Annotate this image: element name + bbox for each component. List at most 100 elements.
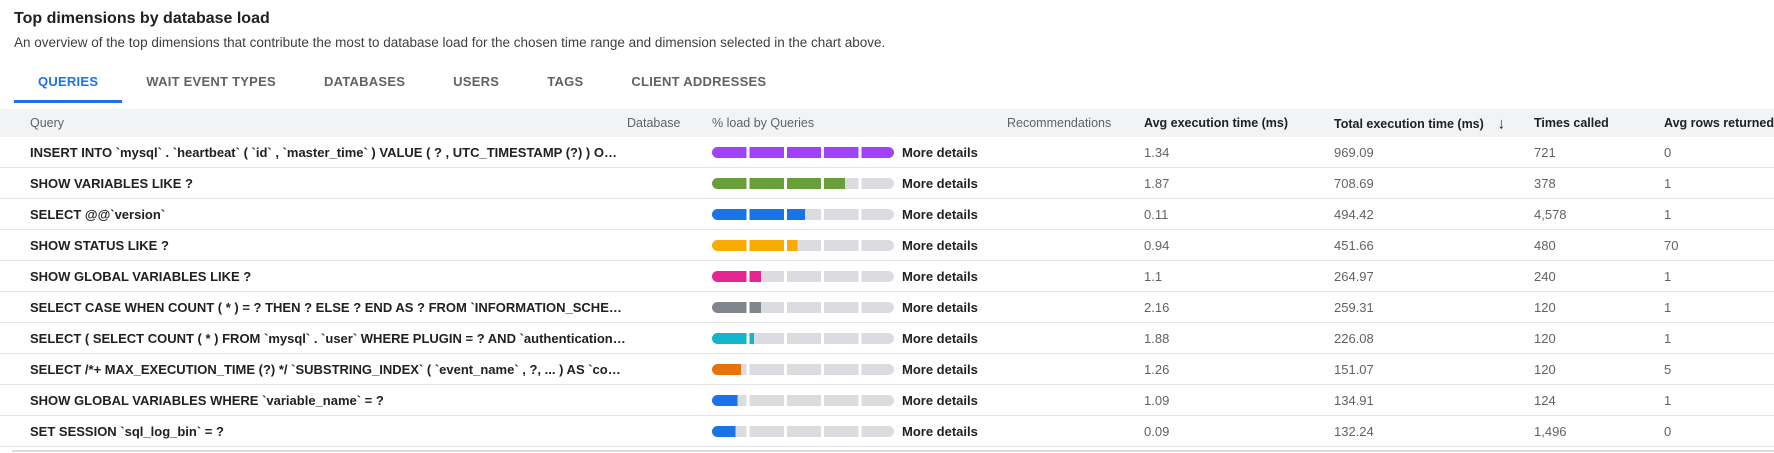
avg-rows-returned-cell: 1 bbox=[1664, 206, 1672, 222]
more-details-link[interactable]: More details bbox=[902, 423, 978, 439]
more-details-link[interactable]: More details bbox=[902, 144, 978, 160]
tab-databases[interactable]: DATABASES bbox=[323, 74, 406, 89]
avg-execution-time-cell: 2.16 bbox=[1144, 299, 1170, 315]
total-execution-time-cell: 226.08 bbox=[1334, 330, 1374, 346]
total-execution-time-cell: 134.91 bbox=[1334, 392, 1374, 408]
more-details-link[interactable]: More details bbox=[902, 268, 978, 284]
more-details-link[interactable]: More details bbox=[902, 206, 978, 222]
query-cell: SELECT CASE WHEN COUNT ( * ) = ? THEN ? … bbox=[30, 299, 627, 315]
total-execution-time-label: Total execution time (ms) bbox=[1334, 117, 1484, 131]
avg-rows-returned-cell: 1 bbox=[1664, 268, 1672, 284]
avg-execution-time-cell: 0.11 bbox=[1144, 206, 1169, 222]
table-row[interactable]: SHOW VARIABLES LIKE ? More details 1.87 … bbox=[0, 168, 1774, 199]
times-called-cell: 120 bbox=[1534, 299, 1556, 315]
table-row[interactable]: SET SESSION `sql_log_bin` = ? More detai… bbox=[0, 416, 1774, 447]
avg-execution-time-cell: 0.09 bbox=[1144, 423, 1170, 439]
load-bar bbox=[712, 270, 894, 282]
total-execution-time-cell: 264.97 bbox=[1334, 268, 1374, 284]
query-cell: SELECT @@`version` bbox=[30, 206, 166, 222]
load-cell: More details bbox=[712, 331, 1007, 346]
load-cell: More details bbox=[712, 207, 1007, 222]
queries-table: Query Database % load by Queries Recomme… bbox=[0, 109, 1774, 452]
load-bar bbox=[712, 425, 894, 437]
avg-execution-time-cell: 1.88 bbox=[1144, 330, 1170, 346]
table-row[interactable]: SELECT /*+ MAX_EXECUTION_TIME (?) */ `SU… bbox=[0, 354, 1774, 385]
times-called-cell: 120 bbox=[1534, 330, 1556, 346]
avg-execution-time-cell: 0.94 bbox=[1144, 237, 1170, 253]
table-row[interactable]: SHOW STATUS LIKE ? More details 0.94 451… bbox=[0, 230, 1774, 261]
total-execution-time-cell: 969.09 bbox=[1334, 144, 1374, 160]
more-details-link[interactable]: More details bbox=[902, 299, 978, 315]
total-execution-time-cell: 132.24 bbox=[1334, 423, 1374, 439]
times-called-cell: 124 bbox=[1534, 392, 1556, 408]
table-row[interactable]: SELECT CASE WHEN COUNT ( * ) = ? THEN ? … bbox=[0, 292, 1774, 323]
column-header-avg-rows-returned[interactable]: Avg rows returned bbox=[1664, 116, 1774, 130]
column-header-database: Database bbox=[627, 116, 681, 130]
avg-rows-returned-cell: 1 bbox=[1664, 299, 1672, 315]
avg-execution-time-cell: 1.34 bbox=[1144, 144, 1170, 160]
query-cell: SHOW VARIABLES LIKE ? bbox=[30, 175, 193, 191]
column-header-recommendations: Recommendations bbox=[1007, 116, 1112, 130]
query-cell: SELECT /*+ MAX_EXECUTION_TIME (?) */ `SU… bbox=[30, 361, 621, 377]
avg-execution-time-cell: 1.87 bbox=[1144, 175, 1170, 191]
load-bar bbox=[712, 363, 894, 375]
load-bar bbox=[712, 177, 894, 189]
column-header-total-execution-time[interactable]: Total execution time (ms) ↓ bbox=[1334, 115, 1534, 131]
more-details-link[interactable]: More details bbox=[902, 237, 978, 253]
load-cell: More details bbox=[712, 145, 1007, 160]
times-called-cell: 4,578 bbox=[1534, 206, 1567, 222]
times-called-cell: 120 bbox=[1534, 361, 1556, 377]
query-cell: INSERT INTO `mysql` . `heartbeat` ( `id`… bbox=[30, 144, 617, 160]
avg-rows-returned-cell: 0 bbox=[1664, 144, 1672, 160]
load-bar bbox=[712, 332, 894, 344]
total-execution-time-cell: 451.66 bbox=[1334, 237, 1374, 253]
column-header-times-called[interactable]: Times called bbox=[1534, 116, 1609, 130]
avg-rows-returned-cell: 1 bbox=[1664, 330, 1672, 346]
more-details-link[interactable]: More details bbox=[902, 175, 978, 191]
more-details-link[interactable]: More details bbox=[902, 392, 978, 408]
tab-users[interactable]: USERS bbox=[453, 74, 500, 89]
more-details-link[interactable]: More details bbox=[902, 330, 978, 346]
avg-execution-time-cell: 1.1 bbox=[1144, 268, 1163, 284]
load-cell: More details bbox=[712, 424, 1007, 439]
times-called-cell: 240 bbox=[1534, 268, 1556, 284]
load-bar bbox=[712, 208, 894, 220]
table-row[interactable]: SHOW GLOBAL VARIABLES LIKE ? More detail… bbox=[0, 261, 1774, 292]
tab-queries[interactable]: QUERIES bbox=[14, 64, 123, 103]
avg-rows-returned-cell: 0 bbox=[1664, 423, 1672, 439]
page-title: Top dimensions by database load bbox=[14, 10, 270, 27]
table-row[interactable]: SHOW GLOBAL VARIABLES WHERE `variable_na… bbox=[0, 385, 1774, 416]
column-header-avg-execution-time[interactable]: Avg execution time (ms) bbox=[1144, 116, 1289, 130]
tab-client-addresses[interactable]: CLIENT ADDRESSES bbox=[631, 74, 767, 89]
total-execution-time-cell: 708.69 bbox=[1334, 175, 1374, 191]
load-bar bbox=[712, 394, 894, 406]
load-bar bbox=[712, 146, 894, 158]
times-called-cell: 1,496 bbox=[1534, 423, 1567, 439]
total-execution-time-cell: 259.31 bbox=[1334, 299, 1374, 315]
tab-wait-event-types[interactable]: WAIT EVENT TYPES bbox=[146, 74, 276, 89]
load-cell: More details bbox=[712, 238, 1007, 253]
avg-execution-time-cell: 1.09 bbox=[1144, 392, 1170, 408]
sort-descending-icon[interactable]: ↓ bbox=[1497, 115, 1505, 131]
query-cell: SHOW GLOBAL VARIABLES WHERE `variable_na… bbox=[30, 392, 384, 408]
table-row[interactable]: INSERT INTO `mysql` . `heartbeat` ( `id`… bbox=[0, 137, 1774, 168]
times-called-cell: 480 bbox=[1534, 237, 1556, 253]
load-cell: More details bbox=[712, 362, 1007, 377]
tab-tags[interactable]: TAGS bbox=[547, 74, 584, 89]
total-execution-time-cell: 494.42 bbox=[1334, 206, 1374, 222]
load-bar bbox=[712, 301, 894, 313]
column-header-query: Query bbox=[30, 116, 65, 130]
query-cell: SELECT ( SELECT COUNT ( * ) FROM `mysql`… bbox=[30, 330, 626, 346]
table-row[interactable]: SELECT ( SELECT COUNT ( * ) FROM `mysql`… bbox=[0, 323, 1774, 354]
avg-rows-returned-cell: 5 bbox=[1664, 361, 1672, 377]
avg-rows-returned-cell: 1 bbox=[1664, 392, 1672, 408]
more-details-link[interactable]: More details bbox=[902, 361, 978, 377]
load-cell: More details bbox=[712, 300, 1007, 315]
table-row[interactable]: SELECT @@`version` More details 0.11 494… bbox=[0, 199, 1774, 230]
table-body: INSERT INTO `mysql` . `heartbeat` ( `id`… bbox=[0, 137, 1774, 447]
times-called-cell: 721 bbox=[1534, 144, 1556, 160]
load-cell: More details bbox=[712, 393, 1007, 408]
table-bottom-border bbox=[12, 450, 1774, 452]
dimension-tabs: QUERIES WAIT EVENT TYPES DATABASES USERS… bbox=[0, 64, 1774, 103]
